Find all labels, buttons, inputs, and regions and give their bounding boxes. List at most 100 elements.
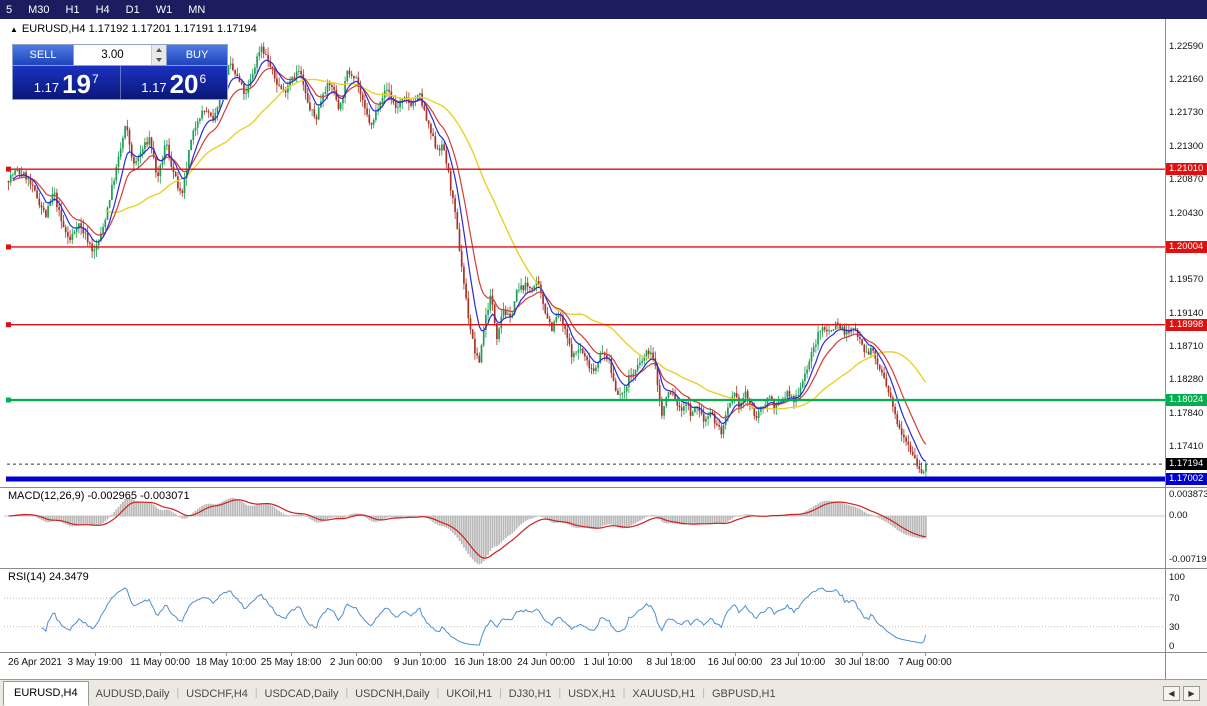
rsi-scale-tick: 30 xyxy=(1169,622,1180,633)
x-axis-tick xyxy=(95,653,96,656)
price-line-label-1.18024[interactable]: 1.18024 xyxy=(1166,393,1207,406)
sell-price-big: 19 xyxy=(62,69,92,99)
x-axis-tick xyxy=(671,653,672,656)
macd-scale-tick: 0.00 xyxy=(1169,510,1188,521)
x-axis-tick xyxy=(291,653,292,656)
chart-tab-usdchf-h4[interactable]: USDCHF,H4 xyxy=(186,688,248,700)
one-click-trading-panel: SELL 3.00 BUY 1.17 19 7 1.17 20 6 xyxy=(12,44,228,100)
timeframe-button-h4[interactable]: H4 xyxy=(95,3,110,16)
macd-indicator-chart[interactable] xyxy=(4,488,1165,568)
chart-symbol-label: EURUSD,H4 xyxy=(21,23,86,35)
x-axis-label: 30 Jul 18:00 xyxy=(834,657,890,668)
timeframe-button-w1[interactable]: W1 xyxy=(155,3,173,16)
volume-value[interactable]: 3.00 xyxy=(101,49,124,61)
x-axis-label: 7 Aug 00:00 xyxy=(898,657,952,668)
volume-field[interactable]: 3.00 xyxy=(73,45,167,65)
buy-price-sup: 6 xyxy=(199,72,207,86)
price-line-label-1.18998[interactable]: 1.18998 xyxy=(1166,318,1207,331)
price-scale-tick: 1.18710 xyxy=(1169,340,1204,352)
x-axis-label: 26 Apr 2021 xyxy=(8,657,62,668)
x-axis-tick xyxy=(356,653,357,656)
current-price-label: 1.17194 xyxy=(1166,458,1207,471)
price-scale-tick: 1.19570 xyxy=(1169,274,1204,286)
x-axis-label: 11 May 00:00 xyxy=(130,657,190,668)
timeframe-button-d1[interactable]: D1 xyxy=(125,3,140,16)
buy-price-button[interactable]: 1.17 20 6 xyxy=(121,66,228,99)
chart-tab-dj30-h1[interactable]: DJ30,H1 xyxy=(508,688,552,700)
horizontal-level-lines[interactable] xyxy=(6,166,1165,482)
chart-tab-ukoil-h1[interactable]: UKOil,H1 xyxy=(446,688,493,700)
sell-price-main: 1.17 xyxy=(33,80,60,95)
x-axis-label: 3 May 19:00 xyxy=(67,657,123,668)
tab-separator: | xyxy=(176,688,180,699)
chart-tab-usdx-h1[interactable]: USDX,H1 xyxy=(568,688,616,700)
x-axis-label: 9 Jun 10:00 xyxy=(393,657,447,668)
main-macd-separator[interactable] xyxy=(0,487,1207,488)
price-line-label-1.20004[interactable]: 1.20004 xyxy=(1166,240,1207,253)
chart-tab-usdcnh-daily[interactable]: USDCNH,Daily xyxy=(355,688,430,700)
x-axis-tick xyxy=(420,653,421,656)
price-scale-tick: 1.18280 xyxy=(1169,374,1204,386)
buy-price-main: 1.17 xyxy=(141,80,167,95)
rsi-indicator-chart[interactable] xyxy=(4,569,1165,652)
timeframe-button-m30[interactable]: M30 xyxy=(28,3,50,16)
main-price-chart[interactable] xyxy=(4,19,1165,487)
timeframe-button-mn[interactable]: MN xyxy=(188,3,206,16)
chart-tab-gbpusd-h1[interactable]: GBPUSD,H1 xyxy=(711,688,776,700)
rsi-line xyxy=(41,587,927,646)
x-axis-tick xyxy=(226,653,227,656)
price-scale-tick: 1.20870 xyxy=(1169,173,1204,185)
sell-price-button[interactable]: 1.17 19 7 xyxy=(13,66,120,99)
chart-tab-bar: EURUSD,H4 AUDUSD,Daily | USDCHF,H4 | USDCAD,D… xyxy=(0,679,1207,706)
timeframe-button-5[interactable]: 5 xyxy=(6,3,13,16)
rsi-axis-separator xyxy=(0,652,1207,653)
volume-spinner-up-icon[interactable] xyxy=(152,45,166,55)
price-line-label-1.17002[interactable]: 1.17002 xyxy=(1166,473,1207,485)
price-scale-divider xyxy=(1165,19,1166,679)
x-axis-label: 18 May 10:00 xyxy=(195,657,257,668)
macd-signal-line xyxy=(8,499,926,559)
chart-title: ▲ EURUSD,H4 1.17192 1.17201 1.17191 1.171… xyxy=(10,23,257,35)
one-click-collapse-icon[interactable]: ▲ xyxy=(10,25,18,34)
volume-spinner-down-icon[interactable] xyxy=(152,55,166,65)
chart-tab-eurusd-h4[interactable]: EURUSD,H4 xyxy=(3,681,89,706)
x-axis-label: 2 Jun 00:00 xyxy=(329,657,383,668)
rsi-scale-tick: 100 xyxy=(1169,572,1185,583)
macd-scale-tick: -0.00719 xyxy=(1169,554,1207,565)
buy-price-big: 20 xyxy=(169,69,199,99)
rsi-scale-tick: 0 xyxy=(1169,641,1175,652)
buy-button[interactable]: BUY xyxy=(167,45,227,65)
price-scale-tick: 1.21300 xyxy=(1169,140,1204,152)
tab-scroll-right-icon[interactable]: ▶ xyxy=(1183,686,1200,701)
price-scale-tick: 1.22160 xyxy=(1169,74,1204,86)
chart-quotes-label: 1.17192 1.17201 1.17191 1.17194 xyxy=(88,23,257,35)
sell-price-sup: 7 xyxy=(92,72,99,86)
tab-separator: | xyxy=(558,688,562,699)
x-axis-label: 1 Jul 10:00 xyxy=(583,657,633,668)
price-scale-tick: 1.17840 xyxy=(1169,408,1204,420)
x-axis-label: 16 Jun 18:00 xyxy=(454,657,512,668)
chart-tab-usdcad-daily[interactable]: USDCAD,Daily xyxy=(264,688,339,700)
macd-rsi-separator[interactable] xyxy=(0,568,1207,569)
chart-tab-audusd-daily[interactable]: AUDUSD,Daily xyxy=(95,688,170,700)
tab-scroll-left-icon[interactable]: ◀ xyxy=(1163,686,1180,701)
sell-button[interactable]: SELL xyxy=(13,45,73,65)
price-scale-tick: 1.17410 xyxy=(1169,441,1204,453)
price-scale-tick: 1.19140 xyxy=(1169,307,1204,319)
chart-tab-xauusd-h1[interactable]: XAUUSD,H1 xyxy=(632,688,696,700)
x-axis-label: 8 Jul 18:00 xyxy=(646,657,696,668)
x-axis-tick xyxy=(483,653,484,656)
price-scale-tick: 1.21730 xyxy=(1169,107,1204,119)
price-line-label-1.21010[interactable]: 1.21010 xyxy=(1166,163,1207,176)
x-axis-tick xyxy=(546,653,547,656)
tab-scroll-nav: ◀ ▶ xyxy=(1163,686,1204,706)
x-axis-tick xyxy=(862,653,863,656)
x-axis-tick xyxy=(735,653,736,656)
macd-histogram xyxy=(7,497,927,565)
tab-separator: | xyxy=(254,688,258,699)
x-axis-label: 16 Jul 00:00 xyxy=(707,657,763,668)
macd-panel-label: MACD(12,26,9) -0.002965 -0.003071 xyxy=(8,490,190,502)
timeframe-button-h1[interactable]: H1 xyxy=(65,3,80,16)
price-scale-tick: 1.22590 xyxy=(1169,41,1204,52)
